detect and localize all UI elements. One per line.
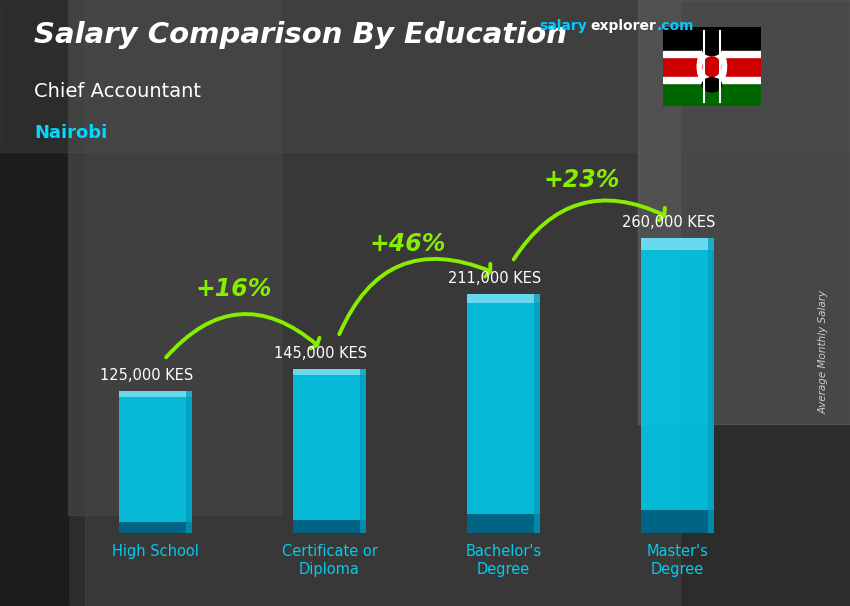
Bar (641, 238, 714, 533)
Bar (467, 514, 540, 533)
Bar (467, 293, 540, 533)
Text: explorer: explorer (591, 19, 656, 33)
Text: Chief Accountant: Chief Accountant (34, 82, 201, 101)
Ellipse shape (697, 45, 727, 88)
Bar (663, 77, 761, 83)
Bar (360, 368, 366, 533)
Bar (534, 293, 540, 533)
Ellipse shape (702, 78, 722, 92)
Bar (0, 0, 850, 152)
Bar (638, 0, 850, 424)
Bar (663, 80, 761, 106)
Text: 211,000 KES: 211,000 KES (448, 270, 541, 285)
Bar (641, 238, 714, 250)
Bar (663, 53, 761, 80)
Bar (119, 522, 192, 533)
Bar (708, 238, 714, 533)
Bar (293, 368, 366, 375)
Text: Nairobi: Nairobi (34, 124, 107, 142)
Text: Salary Comparison By Education: Salary Comparison By Education (34, 21, 567, 49)
Bar (663, 51, 761, 57)
Text: +46%: +46% (370, 231, 446, 256)
Text: Average Monthly Salary: Average Monthly Salary (819, 290, 829, 413)
Bar (641, 510, 714, 533)
Text: 260,000 KES: 260,000 KES (621, 215, 715, 230)
Text: salary: salary (540, 19, 587, 33)
Text: +16%: +16% (196, 277, 272, 301)
Bar (467, 293, 540, 303)
Bar (186, 391, 192, 533)
Ellipse shape (702, 41, 722, 56)
Bar (293, 520, 366, 533)
Bar (68, 0, 280, 515)
Bar (663, 27, 761, 53)
Bar (293, 368, 366, 533)
Bar (119, 391, 192, 397)
Text: .com: .com (657, 19, 694, 33)
Text: +23%: +23% (543, 168, 620, 192)
Ellipse shape (703, 57, 721, 76)
Bar (119, 391, 192, 533)
Text: 125,000 KES: 125,000 KES (100, 368, 193, 383)
Text: 145,000 KES: 145,000 KES (274, 345, 367, 361)
Bar (85, 0, 680, 606)
Bar (0, 0, 68, 606)
